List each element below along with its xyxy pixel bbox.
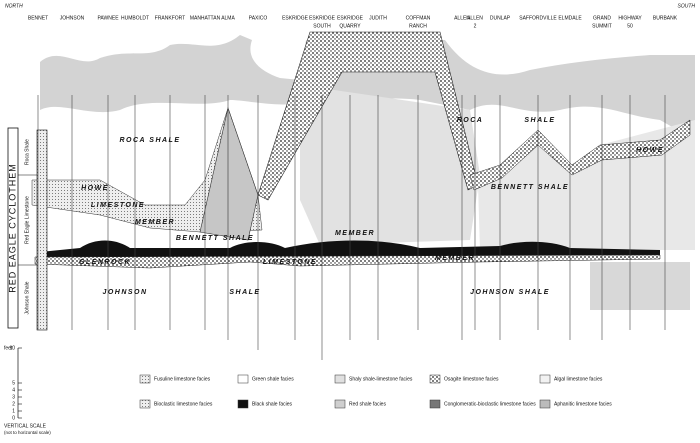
scale-title: VERTICAL SCALE xyxy=(4,423,47,429)
right-dotted xyxy=(469,119,691,191)
unit-label: JOHNSON xyxy=(102,289,147,296)
locality-label: JOHNSON xyxy=(60,15,85,21)
locality-label: ESKRIDGE xyxy=(337,15,364,21)
unit-label: BENNETT SHALE xyxy=(176,235,254,242)
scale-tick-label: 1 xyxy=(12,408,15,414)
legend-label: Aphanitic limestone facies xyxy=(554,401,612,407)
locality-label: ESKRIDGE xyxy=(309,15,336,21)
locality-label: RANCH xyxy=(409,23,427,29)
locality-label: PAWNEE xyxy=(97,15,119,21)
legend-swatch xyxy=(237,399,249,409)
scale-tick-label: 5 xyxy=(12,380,15,386)
scale-unit: feet xyxy=(4,345,13,351)
locality-label: PAXICO xyxy=(249,15,268,21)
legend-swatch xyxy=(429,399,441,409)
locality-label: GRAND xyxy=(593,15,611,21)
locality-label: ELMDALE xyxy=(558,15,582,21)
locality-label: 2 xyxy=(474,23,477,29)
column-unit: Johnson Shale xyxy=(24,281,30,314)
scale-tick-label: 0 xyxy=(12,415,15,421)
column-unit: Red Eagle Limestone xyxy=(24,196,30,244)
unit-label: SHALE xyxy=(229,289,260,296)
legend-label: Black shale facies xyxy=(252,401,293,407)
south-label: SOUTH xyxy=(678,3,696,9)
legend-swatch xyxy=(334,374,346,384)
legend-label: Algal limestone facies xyxy=(554,376,603,382)
locality-label: BENNET xyxy=(28,15,48,21)
locality-label: BURBANK xyxy=(653,15,678,21)
glenrock xyxy=(34,254,661,269)
legend-swatch xyxy=(429,374,441,384)
scale-tick-label: 3 xyxy=(12,394,15,400)
north-label: NORTH xyxy=(5,3,23,9)
unit-label: MEMBER xyxy=(135,219,175,226)
column-log xyxy=(36,129,48,331)
locality-label: 50 xyxy=(627,23,633,29)
locality-label: DUNLAP xyxy=(490,15,511,21)
locality-label: SAFFORDVILLE xyxy=(519,15,557,21)
eskridge-dotted xyxy=(257,31,479,201)
locality-label: ALLEN xyxy=(454,15,470,21)
scale-tick-label: 4 xyxy=(12,387,15,393)
locality-label: JUDITH xyxy=(369,15,387,21)
unit-label: JOHNSON SHALE xyxy=(470,289,550,296)
unit-label: ROCA SHALE xyxy=(119,137,180,144)
locality-label: SUMMIT xyxy=(592,23,612,29)
legend-swatch xyxy=(139,399,151,409)
unit-label: ROCA xyxy=(457,117,484,124)
legend-swatch xyxy=(539,399,551,409)
locality-label: HUMBOLDT xyxy=(121,15,149,21)
unit-label: MEMBER xyxy=(435,255,475,262)
locality-label: HIGHWAY xyxy=(618,15,642,21)
unit-label: MEMBER xyxy=(335,230,375,237)
unit-label: SHALE xyxy=(524,117,555,124)
locality-label: QUARRY xyxy=(339,23,361,29)
lower-right-gray xyxy=(590,262,690,310)
unit-label: GLENROCK xyxy=(79,259,131,266)
unit-label: HOWE xyxy=(81,185,109,192)
locality-label: COFFMAN xyxy=(406,15,431,21)
unit-label: LIMESTONE xyxy=(91,202,145,209)
locality-label: SOUTH xyxy=(313,23,331,29)
locality-label: FRANKFORT xyxy=(155,15,185,21)
legend-label: Green shale facies xyxy=(252,376,294,382)
unit-label: HOWE xyxy=(636,147,664,154)
locality-label: ALMA xyxy=(221,15,235,21)
legend-swatch xyxy=(139,374,151,384)
shaly-facies xyxy=(300,85,480,245)
legend-label: Osagite limestone facies xyxy=(444,376,499,382)
scale-note: (not to horizontal scale) xyxy=(4,430,51,435)
unit-label: LIMESTONE xyxy=(263,259,317,266)
legend-swatch xyxy=(539,374,551,384)
locality-label: ALLEN xyxy=(467,15,483,21)
legend-label: Bioclastic limestone facies xyxy=(154,401,213,407)
dynamic: NORTH SOUTH BENNET JOHNSON PAWNEE HUMBOLDT FRA… xyxy=(4,3,695,435)
legend-label: Conglomeratic-bioclastic limestone facie… xyxy=(444,401,536,407)
legend-swatch xyxy=(334,399,346,409)
scale-tick-label: 10 xyxy=(9,345,15,351)
legend-swatch xyxy=(237,374,249,384)
legend-label: Red shale facies xyxy=(349,401,386,407)
legend-label: Fusuline limestone facies xyxy=(154,376,211,382)
column-unit: Roca Shale xyxy=(24,139,30,165)
locality-label: ESKRIDGE xyxy=(282,15,309,21)
column-frame xyxy=(7,127,19,329)
column-title: RED EAGLE CYCLOTHEM xyxy=(7,163,17,293)
legend-label: Shaly shale-limestone facies xyxy=(349,376,413,382)
scale-tick-label: 2 xyxy=(12,401,15,407)
roca-gray xyxy=(40,35,695,140)
locality-label: MANHATTAN xyxy=(190,15,221,21)
unit-label: BENNETT SHALE xyxy=(491,184,569,191)
